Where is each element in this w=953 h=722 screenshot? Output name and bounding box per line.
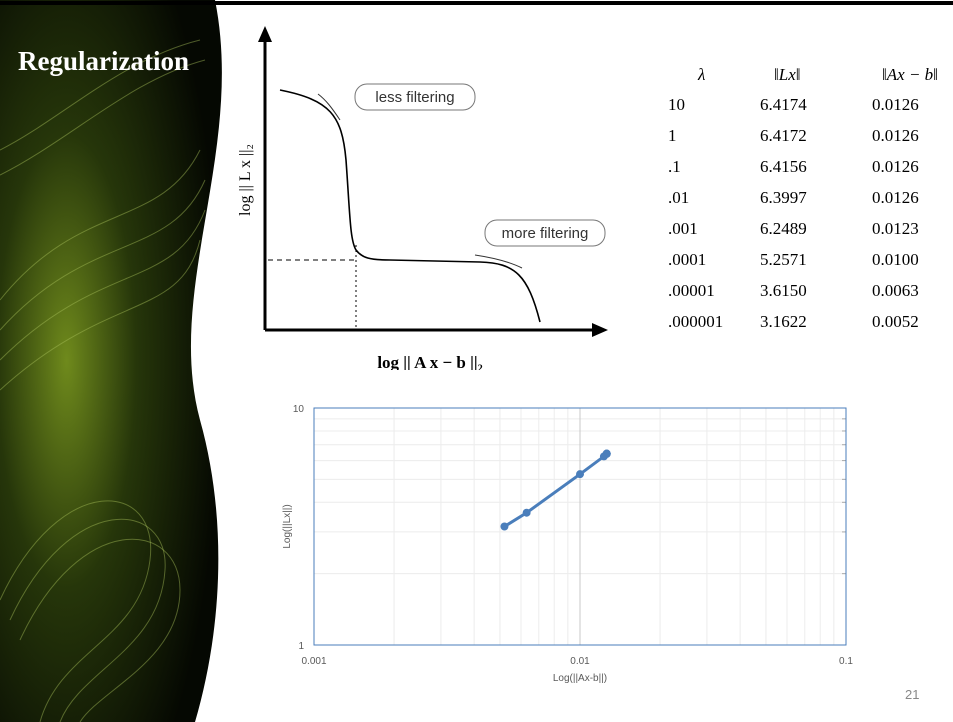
- axis-label: log || A x − b ||₂: [377, 353, 482, 372]
- table-cell: 0.0052: [872, 312, 919, 331]
- table-cell: 0.0100: [872, 250, 919, 269]
- data-point: [576, 470, 584, 478]
- table-header: ‖Lx‖: [774, 65, 801, 84]
- x-tick-label: 0.001: [301, 656, 326, 667]
- table-cell: 10: [668, 95, 685, 114]
- annotation: more filtering: [502, 225, 589, 242]
- table-cell: 6.4172: [760, 126, 807, 145]
- x-axis-label: Log(||Ax-b||): [553, 673, 607, 684]
- data-point: [600, 452, 608, 460]
- table-cell: 3.6150: [760, 281, 807, 300]
- y-tick-label: 1: [298, 641, 304, 652]
- x-tick-label: 0.1: [839, 656, 853, 667]
- table-header: λ: [697, 65, 705, 84]
- table-cell: 0.0063: [872, 281, 919, 300]
- table-cell: 6.4156: [760, 157, 807, 176]
- table-cell: 6.4174: [760, 95, 807, 114]
- table-cell: .1: [668, 157, 681, 176]
- table-cell: 0.0126: [872, 188, 919, 207]
- table-cell: .00001: [668, 281, 715, 300]
- table-cell: .01: [668, 188, 689, 207]
- table-cell: 1: [668, 126, 677, 145]
- table-cell: .001: [668, 219, 698, 238]
- table-cell: 0.0126: [872, 157, 919, 176]
- y-tick-label: 10: [293, 404, 305, 415]
- table-cell: 0.0126: [872, 95, 919, 114]
- table-cell: 5.2571: [760, 250, 807, 269]
- table-cell: .000001: [668, 312, 723, 331]
- table-cell: 0.0123: [872, 219, 919, 238]
- annotation: less filtering: [375, 89, 454, 106]
- table-cell: 6.3997: [760, 188, 807, 207]
- clip: log || A x − b ||₂: [377, 353, 482, 372]
- x-tick-label: 0.01: [570, 656, 590, 667]
- table-cell: 3.1622: [760, 312, 807, 331]
- table-header: ‖Ax − b‖: [882, 65, 938, 84]
- y-axis-label: Log(||Lx||): [282, 504, 293, 548]
- data-point: [523, 509, 531, 517]
- slide-title: Regularization: [18, 46, 189, 76]
- table-cell: .0001: [668, 250, 706, 269]
- table-cell: 0.0126: [872, 126, 919, 145]
- page-number: 21: [905, 687, 919, 702]
- axis-label: log || L x ||₂: [237, 144, 254, 216]
- slide: Regularization less filtering more filte…: [0, 0, 953, 722]
- table-cell: 6.2489: [760, 219, 807, 238]
- page: {"title": "Regularization", "diagram": {…: [0, 0, 953, 722]
- data-point: [500, 523, 508, 531]
